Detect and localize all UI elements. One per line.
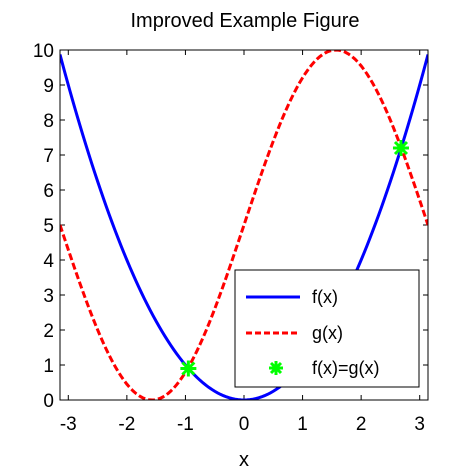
y-tick-label: 3 [43,286,54,307]
legend-box [234,269,420,388]
x-tick-label: 1 [297,414,308,435]
y-tick-label: 5 [43,216,54,237]
y-tick-label: 9 [43,76,54,97]
x-tick-label: 0 [239,414,250,435]
y-tick-label: 10 [33,41,54,62]
x-axis-ticks: -3 -2 -1 0 1 2 3 [60,50,425,435]
legend-marker-intersection [269,361,283,375]
y-tick-label: 2 [43,321,54,342]
x-tick-label: -2 [118,414,135,435]
y-tick-label: 6 [43,181,54,202]
legend-label-intersection: f(x)=g(x) [312,358,380,378]
legend: f(x) g(x) f(x)=g(x) [234,269,420,388]
chart-title: Improved Example Figure [131,10,360,32]
intersection-point [392,140,409,156]
y-tick-label: 1 [43,356,54,377]
x-tick-label: 3 [414,414,425,435]
y-tick-label: 7 [43,146,54,167]
x-axis-label: x [239,449,249,471]
legend-label-f: f(x) [312,287,338,307]
series-line-g [60,50,428,400]
y-tick-label: 0 [43,391,54,412]
x-tick-label: -1 [177,414,194,435]
y-tick-label: 4 [43,251,54,272]
x-tick-label: 2 [356,414,367,435]
intersection-point [180,360,197,377]
series-layer [60,50,428,400]
y-tick-label: 8 [43,111,54,132]
plot-frame [59,49,429,401]
x-tick-label: -3 [60,414,77,435]
series-line-f [60,54,428,400]
legend-label-g: g(x) [312,323,343,343]
y-axis-ticks: 0 1 2 3 4 5 6 7 8 9 10 [33,41,428,412]
